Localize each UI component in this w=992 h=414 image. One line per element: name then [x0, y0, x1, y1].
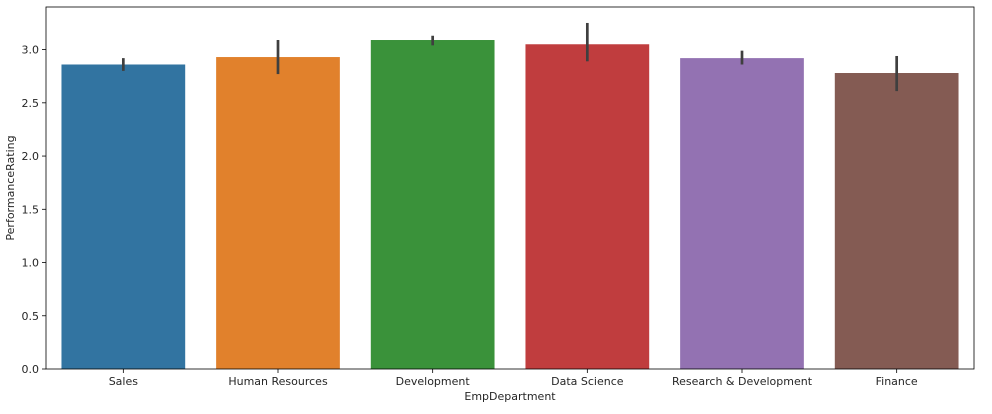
x-tick-label-4: Research & Development — [672, 375, 813, 388]
bar-3 — [525, 44, 650, 369]
x-axis-label: EmpDepartment — [464, 390, 556, 403]
bar-2 — [370, 40, 495, 369]
y-tick-label-2: 1.0 — [22, 257, 40, 270]
y-tick-label-1: 0.5 — [22, 310, 40, 323]
x-tick-label-0: Sales — [109, 375, 139, 388]
bar-1 — [216, 57, 340, 369]
x-tick-label-1: Human Resources — [228, 375, 328, 388]
bars-layer — [61, 40, 959, 370]
y-tick-label-6: 3.0 — [22, 44, 40, 57]
x-tick-label-5: Finance — [876, 375, 918, 388]
bar-5 — [834, 73, 959, 369]
labels-layer: EmpDepartment PerformanceRating 0.0 0.5 1.… — [4, 44, 918, 403]
x-tick-label-2: Development — [396, 375, 471, 388]
y-tick-label-0: 0.0 — [22, 363, 40, 376]
y-tick-label-4: 2.0 — [22, 150, 40, 163]
y-axis-label: PerformanceRating — [4, 135, 17, 240]
x-tick-label-3: Data Science — [551, 375, 624, 388]
y-tick-label-5: 2.5 — [22, 97, 40, 110]
axes-layer — [42, 6, 975, 373]
bar-0 — [61, 64, 186, 370]
plot-frame — [45, 6, 975, 370]
error-bars-layer — [121, 22, 899, 92]
y-tick-label-3: 1.5 — [22, 203, 40, 216]
bar-4 — [680, 58, 804, 370]
